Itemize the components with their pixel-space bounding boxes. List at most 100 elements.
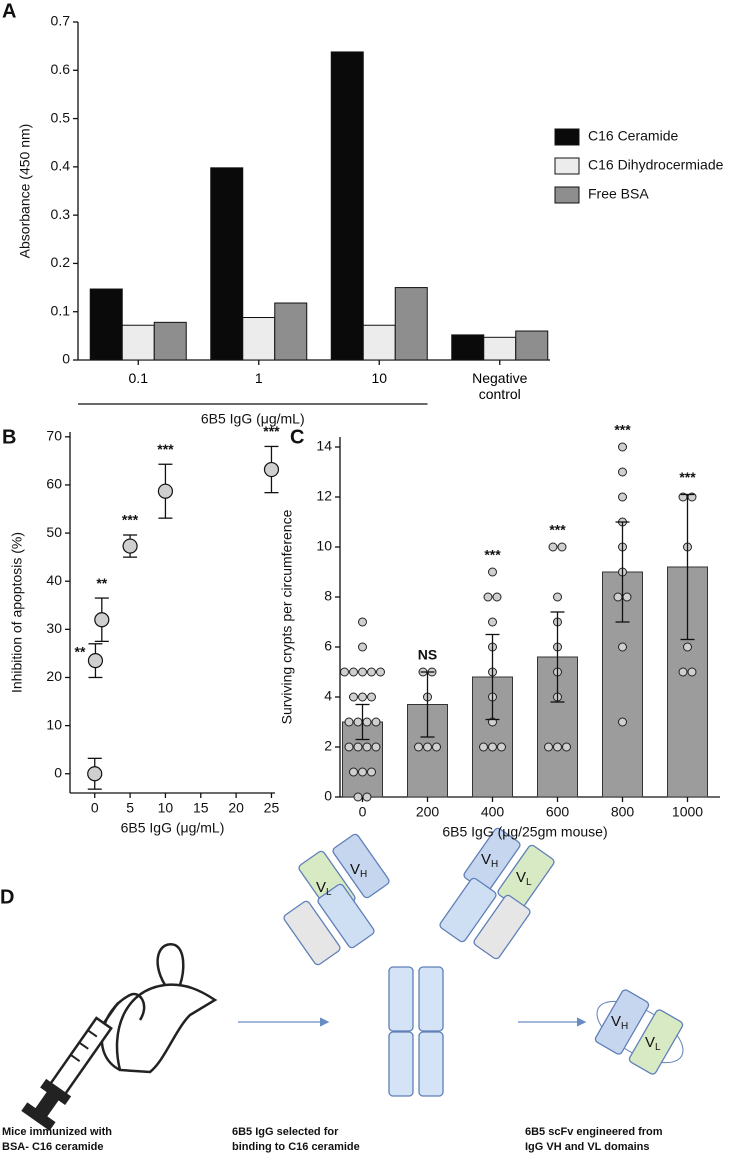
panel-d: D VL	[0, 827, 684, 1153]
bar	[330, 51, 364, 361]
legend-swatch	[554, 128, 580, 146]
domain-label: VH	[350, 861, 367, 880]
caption: IgG VH and VL domains	[525, 1141, 649, 1153]
point	[344, 717, 354, 727]
x-tick-label: 15	[193, 800, 209, 816]
error-bar	[615, 521, 630, 623]
bar	[210, 167, 244, 361]
significance: ***	[614, 422, 631, 438]
significance: ***	[549, 522, 566, 538]
bar	[362, 324, 396, 361]
significance: ***	[679, 469, 696, 485]
x-tick-label: Negative control	[472, 370, 528, 402]
point	[479, 742, 488, 752]
x-tick-label: 10	[371, 370, 388, 386]
point	[157, 483, 174, 499]
caption: BSA- C16 ceramide	[2, 1141, 104, 1153]
point	[358, 767, 367, 777]
bar	[515, 330, 549, 361]
x-axis-label: 6B5 IgG (μg/25gm mouse)	[442, 824, 607, 840]
x-tick-label: 20	[228, 800, 244, 816]
y-tick-label: 70	[46, 428, 62, 444]
point	[683, 642, 692, 652]
y-tick-label: 2	[324, 738, 332, 754]
y-tick-label: 10	[316, 538, 332, 554]
domain-label: VL	[645, 1034, 661, 1053]
point	[557, 542, 567, 552]
point	[87, 653, 104, 669]
x-tick-label: 0	[91, 800, 99, 816]
legend-label: C16 Ceramide	[588, 128, 678, 144]
bar	[242, 317, 276, 361]
y-tick-label: 10	[46, 716, 62, 732]
x-tick-label: 800	[611, 804, 635, 820]
y-tick-label: 14	[316, 438, 332, 454]
point	[263, 461, 280, 478]
point	[618, 442, 627, 452]
error-bar	[550, 611, 565, 703]
x-axis-label: 6B5 IgG (μg/mL)	[121, 820, 225, 836]
point	[367, 692, 376, 702]
panel-label: A	[2, 0, 16, 22]
point	[687, 667, 697, 677]
y-tick-label: 12	[316, 488, 332, 504]
point	[87, 766, 103, 782]
bar	[451, 334, 485, 361]
point	[358, 667, 367, 677]
point	[423, 742, 432, 752]
caption: binding to C16 ceramide	[232, 1141, 360, 1153]
point	[358, 642, 367, 652]
x-tick-label: 600	[546, 804, 570, 820]
y-tick-label: 0	[62, 351, 70, 367]
x-tick-label: 400	[481, 804, 505, 820]
y-tick-label: 0.6	[51, 61, 71, 77]
point	[358, 692, 367, 702]
y-axis-label: Surviving crypts per circumference	[279, 509, 295, 724]
point	[432, 742, 441, 752]
point	[548, 542, 558, 552]
y-tick-label: 0	[324, 788, 332, 804]
domain-label: VL	[316, 879, 332, 898]
domain-labels: VL VH VH VL VH VL Mice immunized with BS…	[2, 851, 663, 1153]
point	[544, 742, 553, 752]
bar	[153, 321, 187, 361]
significance: **	[75, 643, 86, 659]
point	[483, 592, 493, 602]
y-tick-label: 0.5	[51, 109, 71, 125]
significance: ***	[484, 547, 501, 563]
mouse	[115, 983, 218, 1074]
point	[353, 717, 363, 727]
bar	[121, 324, 155, 361]
point	[122, 538, 138, 554]
y-tick-label: 8	[324, 588, 332, 604]
y-tick-label: 0	[54, 764, 62, 780]
point	[371, 742, 381, 752]
point	[613, 592, 623, 602]
caption: 6B5 scFv engineered from	[525, 1126, 663, 1138]
bar	[483, 336, 517, 361]
bar	[394, 287, 428, 361]
point	[349, 667, 358, 677]
significance: ***	[263, 423, 280, 439]
mouse-tail	[100, 992, 146, 1072]
y-tick-label: 0.4	[51, 158, 71, 174]
domain-label: VL	[516, 869, 532, 888]
point	[492, 592, 502, 602]
y-tick-label: 40	[46, 572, 62, 588]
panel-label: B	[2, 426, 16, 448]
error-bar	[355, 703, 370, 741]
point	[367, 767, 376, 777]
point	[488, 567, 497, 577]
x-tick-label: 0	[359, 804, 367, 820]
y-tick-label: 30	[46, 620, 62, 636]
legend-swatch	[554, 186, 580, 204]
point	[362, 717, 372, 727]
significance: NS	[418, 647, 437, 663]
x-tick-label: 10	[158, 800, 174, 816]
y-tick-label: 0.7	[51, 13, 71, 29]
point	[553, 592, 562, 602]
bar	[89, 288, 123, 361]
point	[622, 592, 632, 602]
x-tick-label: 0.1	[128, 370, 148, 386]
